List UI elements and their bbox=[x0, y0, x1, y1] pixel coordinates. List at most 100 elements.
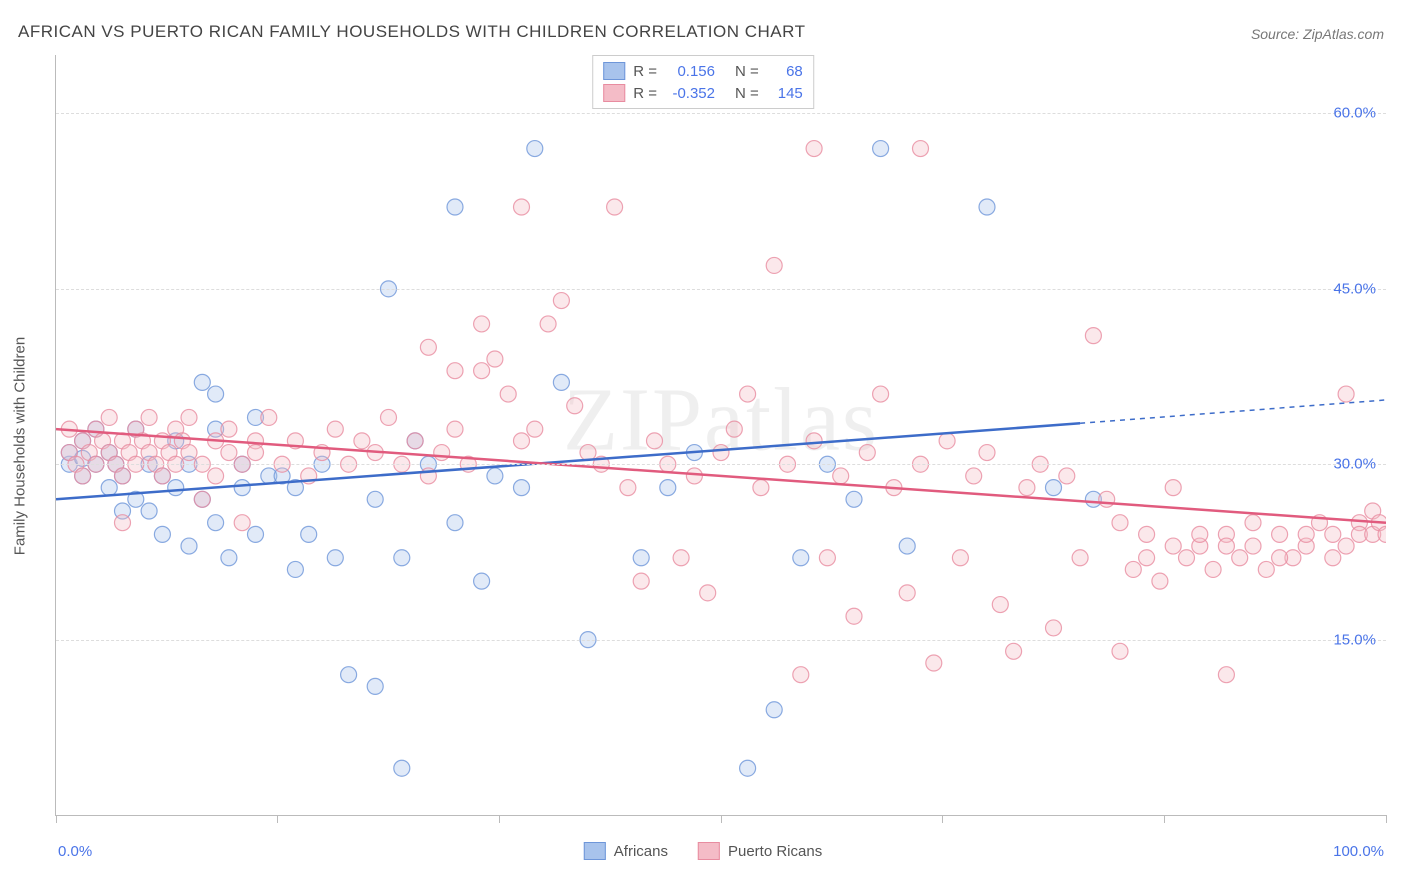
data-point bbox=[1245, 538, 1261, 554]
data-point bbox=[194, 374, 210, 390]
data-point bbox=[234, 515, 250, 531]
data-point bbox=[766, 257, 782, 273]
data-point bbox=[1085, 328, 1101, 344]
data-point bbox=[553, 293, 569, 309]
data-point bbox=[447, 199, 463, 215]
data-point bbox=[846, 491, 862, 507]
data-point bbox=[527, 141, 543, 157]
data-point bbox=[846, 608, 862, 624]
data-point bbox=[952, 550, 968, 566]
data-point bbox=[394, 550, 410, 566]
legend-label: Puerto Ricans bbox=[728, 843, 822, 860]
data-point bbox=[873, 141, 889, 157]
data-point bbox=[341, 667, 357, 683]
data-point bbox=[221, 445, 237, 461]
data-point bbox=[833, 468, 849, 484]
data-point bbox=[248, 526, 264, 542]
data-point bbox=[101, 409, 117, 425]
legend-swatch bbox=[603, 84, 625, 102]
data-point bbox=[367, 678, 383, 694]
data-point bbox=[553, 374, 569, 390]
data-point bbox=[141, 409, 157, 425]
data-point bbox=[819, 550, 835, 566]
x-tick-label-min: 0.0% bbox=[58, 843, 92, 860]
data-point bbox=[287, 561, 303, 577]
data-point bbox=[194, 491, 210, 507]
data-point bbox=[221, 421, 237, 437]
data-point bbox=[1205, 561, 1221, 577]
r-label: R = bbox=[633, 63, 657, 80]
data-point bbox=[899, 585, 915, 601]
plot-area: ZIPatlas 15.0%30.0%45.0%60.0% bbox=[55, 55, 1386, 816]
data-point bbox=[514, 433, 530, 449]
data-point bbox=[208, 515, 224, 531]
data-point bbox=[181, 445, 197, 461]
data-point bbox=[154, 526, 170, 542]
data-point bbox=[208, 386, 224, 402]
data-point bbox=[1165, 538, 1181, 554]
data-point bbox=[168, 480, 184, 496]
data-point bbox=[301, 526, 317, 542]
x-tick bbox=[942, 815, 943, 823]
data-point bbox=[514, 480, 530, 496]
data-point bbox=[686, 468, 702, 484]
data-point bbox=[939, 433, 955, 449]
data-point bbox=[647, 433, 663, 449]
data-point bbox=[115, 468, 131, 484]
data-point bbox=[447, 515, 463, 531]
data-point bbox=[434, 445, 450, 461]
gridline bbox=[56, 464, 1386, 465]
data-point bbox=[1152, 573, 1168, 589]
data-point bbox=[1165, 480, 1181, 496]
data-point bbox=[1325, 550, 1341, 566]
x-tick bbox=[721, 815, 722, 823]
data-point bbox=[141, 503, 157, 519]
data-point bbox=[181, 538, 197, 554]
data-point bbox=[1139, 526, 1155, 542]
gridline bbox=[56, 289, 1386, 290]
data-point bbox=[979, 445, 995, 461]
legend-item: Puerto Ricans bbox=[698, 842, 822, 860]
data-point bbox=[221, 550, 237, 566]
x-tick bbox=[56, 815, 57, 823]
data-point bbox=[1298, 526, 1314, 542]
data-point bbox=[420, 339, 436, 355]
data-point bbox=[447, 421, 463, 437]
data-point bbox=[115, 515, 131, 531]
data-point bbox=[992, 597, 1008, 613]
data-point bbox=[899, 538, 915, 554]
data-point bbox=[700, 585, 716, 601]
data-point bbox=[913, 141, 929, 157]
data-point bbox=[580, 445, 596, 461]
gridline bbox=[56, 113, 1386, 114]
data-point bbox=[354, 433, 370, 449]
data-point bbox=[540, 316, 556, 332]
data-point bbox=[607, 199, 623, 215]
series-legend: Africans Puerto Ricans bbox=[584, 842, 822, 860]
source-attribution: Source: ZipAtlas.com bbox=[1251, 26, 1384, 42]
data-point bbox=[527, 421, 543, 437]
scatter-chart bbox=[56, 55, 1386, 815]
data-point bbox=[873, 386, 889, 402]
legend-label: Africans bbox=[614, 843, 668, 860]
data-point bbox=[673, 550, 689, 566]
data-point bbox=[447, 363, 463, 379]
data-point bbox=[327, 421, 343, 437]
data-point bbox=[633, 550, 649, 566]
x-tick bbox=[1164, 815, 1165, 823]
data-point bbox=[1338, 386, 1354, 402]
data-point bbox=[926, 655, 942, 671]
y-tick-label: 30.0% bbox=[1333, 456, 1376, 473]
r-value: 0.156 bbox=[665, 63, 715, 80]
data-point bbox=[806, 141, 822, 157]
data-point bbox=[859, 445, 875, 461]
data-point bbox=[474, 573, 490, 589]
n-label: N = bbox=[735, 85, 759, 102]
data-point bbox=[75, 468, 91, 484]
y-tick-label: 45.0% bbox=[1333, 280, 1376, 297]
n-value: 145 bbox=[767, 85, 803, 102]
data-point bbox=[474, 316, 490, 332]
x-tick-label-max: 100.0% bbox=[1333, 843, 1384, 860]
chart-title: AFRICAN VS PUERTO RICAN FAMILY HOUSEHOLD… bbox=[18, 22, 805, 42]
data-point bbox=[1232, 550, 1248, 566]
